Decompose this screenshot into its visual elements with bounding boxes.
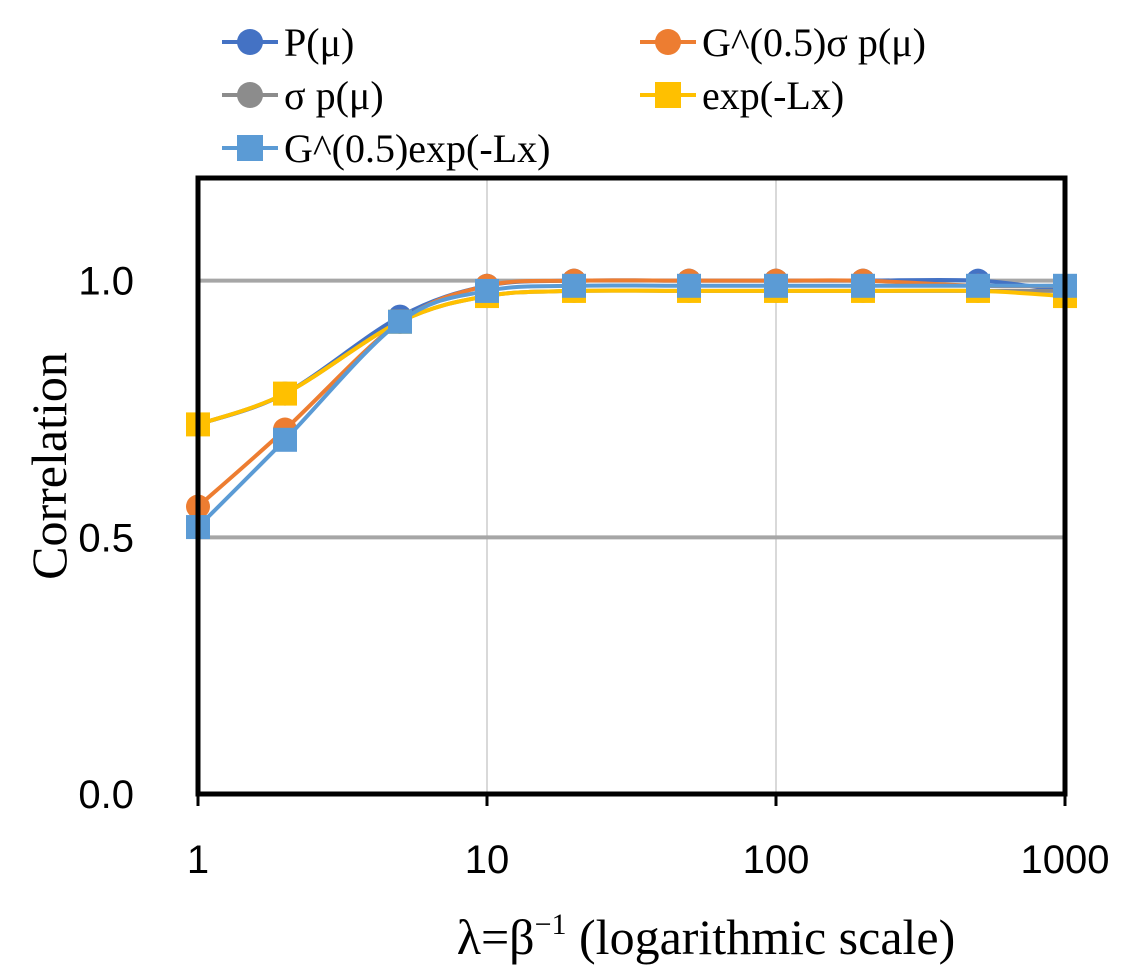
legend-marker bbox=[237, 135, 263, 161]
legend: P(μ) G^(0.5)σ p(μ) σ p(μ) exp(-Lx) G^(0.5)ex… bbox=[222, 20, 926, 171]
series-5 bbox=[186, 274, 1077, 539]
y-axis-title: Correlation bbox=[21, 352, 77, 580]
x-axis-title: λ=β−1 (logarithmic scale) bbox=[457, 908, 956, 965]
series-line bbox=[198, 291, 1065, 425]
y-tick-label: 0.0 bbox=[78, 773, 134, 817]
y-tick-label: 1.0 bbox=[78, 260, 134, 304]
legend-item: G^(0.5)exp(-Lx) bbox=[222, 126, 550, 171]
data-point bbox=[677, 274, 701, 298]
series-line bbox=[198, 280, 1065, 424]
legend-label: P(μ) bbox=[284, 20, 354, 65]
data-point bbox=[388, 310, 412, 334]
correlation-chart: P(μ) G^(0.5)σ p(μ) σ p(μ) exp(-Lx) G^(0.5)ex… bbox=[0, 0, 1138, 979]
legend-label: σ p(μ) bbox=[284, 73, 384, 118]
x-tick-label: 1000 bbox=[1021, 838, 1110, 882]
series-4 bbox=[186, 279, 1077, 436]
legend-marker bbox=[237, 82, 263, 108]
data-point bbox=[475, 279, 499, 303]
legend-item: σ p(μ) bbox=[222, 73, 384, 118]
data-point bbox=[562, 274, 586, 298]
data-point bbox=[273, 382, 297, 406]
legend-label: exp(-Lx) bbox=[702, 73, 844, 118]
legend-marker bbox=[655, 29, 681, 55]
series-line bbox=[198, 285, 1065, 527]
data-point bbox=[966, 274, 990, 298]
y-axis-ticks: 0.0 0.5 1.0 bbox=[78, 260, 134, 817]
series-line bbox=[198, 291, 1065, 425]
data-point bbox=[764, 274, 788, 298]
x-tick-label: 1 bbox=[187, 838, 209, 882]
y-tick-label: 0.5 bbox=[78, 516, 134, 560]
legend-marker bbox=[237, 29, 263, 55]
plot-frame bbox=[198, 178, 1065, 794]
data-point bbox=[273, 428, 297, 452]
legend-label: G^(0.5)σ p(μ) bbox=[702, 20, 926, 65]
series-3 bbox=[186, 279, 1077, 436]
legend-item: G^(0.5)σ p(μ) bbox=[640, 20, 926, 65]
series-2 bbox=[186, 269, 1077, 519]
data-point bbox=[851, 274, 875, 298]
x-axis-ticks: 1 10 100 1000 bbox=[187, 794, 1110, 882]
legend-marker bbox=[655, 82, 681, 108]
series-group bbox=[186, 269, 1077, 539]
x-tick-label: 10 bbox=[465, 838, 510, 882]
legend-item: P(μ) bbox=[222, 20, 354, 65]
x-tick-label: 100 bbox=[743, 838, 810, 882]
gridlines bbox=[198, 178, 1065, 794]
legend-label: G^(0.5)exp(-Lx) bbox=[284, 126, 550, 171]
series-1 bbox=[186, 269, 1077, 437]
legend-item: exp(-Lx) bbox=[640, 73, 844, 118]
